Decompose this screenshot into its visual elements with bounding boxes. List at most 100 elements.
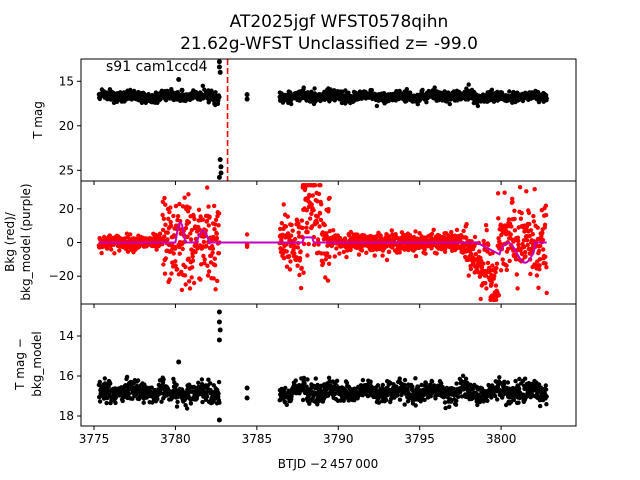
bkg-data-point <box>326 261 332 266</box>
bkg-data-point <box>210 246 216 251</box>
bottom-data-point <box>174 382 179 388</box>
bkg-data-point <box>304 225 309 230</box>
bkg-data-point <box>544 265 549 270</box>
panel-middle: −20 0 20 Bkg (red)/ bkg_model (purple) <box>3 180 577 308</box>
bkg-data-point <box>504 267 509 273</box>
bottom-data-point <box>459 394 465 399</box>
bkg-data-point <box>512 228 518 233</box>
bkg-data-point <box>295 263 300 268</box>
bkg-data-point <box>359 248 365 253</box>
bkg-data-point <box>163 222 168 227</box>
bkg-data-point <box>168 223 174 228</box>
bkg-data-point <box>337 251 342 256</box>
bkg-data-point <box>128 232 133 237</box>
bottom-data-point <box>453 402 459 407</box>
bottom-data-point <box>133 392 139 397</box>
bkg-data-point <box>464 222 469 227</box>
bkg-data-point <box>285 231 291 236</box>
bkg-data-point <box>498 268 504 273</box>
bkg-data-point <box>278 226 283 232</box>
bkg-data-point <box>494 261 500 266</box>
bkg-data-point <box>99 250 104 256</box>
bottom-data-point <box>516 386 522 391</box>
bottom-data-point <box>300 397 306 403</box>
bkg-data-point <box>484 228 489 233</box>
bkg-data-point <box>162 234 167 239</box>
bkg-data-point <box>434 251 439 256</box>
bkg-data-point <box>524 189 529 194</box>
top-data-point <box>312 86 317 91</box>
bkg-data-point <box>515 235 521 240</box>
bkg-data-point <box>318 217 324 223</box>
top-data-point <box>301 85 306 90</box>
bkg-data-point <box>180 246 185 252</box>
bkg-data-point <box>380 253 385 258</box>
top-outlier-point <box>216 59 222 65</box>
bottom-data-point <box>327 379 332 384</box>
bkg-data-point <box>244 232 250 237</box>
bkg-data-point <box>171 251 176 256</box>
panel-bottom-frame <box>80 303 577 427</box>
bkg-data-point <box>508 232 513 237</box>
bkg-data-point <box>524 238 530 243</box>
top-outlier-point <box>217 69 223 75</box>
bkg-data-point <box>495 191 501 196</box>
bkg-data-point <box>165 237 170 242</box>
bkg-data-point <box>323 275 328 280</box>
bottom-data-point <box>97 379 103 385</box>
bkg-data-point <box>372 253 377 258</box>
bkg-data-point <box>543 261 548 266</box>
bkg-data-point <box>107 233 113 238</box>
bkg-data-point <box>331 228 336 233</box>
bottom-data-point <box>216 379 222 385</box>
bkg-data-point <box>244 242 250 248</box>
bkg-data-point <box>190 265 195 270</box>
bottom-data-point <box>158 390 163 395</box>
bkg-data-point <box>531 213 536 219</box>
bkg-data-point <box>514 272 519 277</box>
bkg-data-point <box>182 195 187 200</box>
bottom-data-point <box>102 376 108 381</box>
bkg-data-point <box>517 185 523 190</box>
bkg-data-point <box>442 249 448 254</box>
bkg-data-point <box>342 236 348 241</box>
bkg-data-point <box>179 287 185 293</box>
bkg-data-point <box>160 212 165 218</box>
bottom-ytick-label: 16 <box>59 369 74 383</box>
bottom-data-point <box>513 378 518 384</box>
bottom-data-point <box>492 393 498 399</box>
bottom-data-point <box>433 396 438 401</box>
bkg-data-point <box>518 216 524 221</box>
top-data-point <box>397 88 402 94</box>
bkg-data-point <box>386 249 392 254</box>
bottom-outlier-point <box>216 417 222 423</box>
bkg-data-point <box>298 249 303 254</box>
bkg-data-point <box>183 282 188 287</box>
bkg-data-point <box>481 261 486 266</box>
bkg-data-point <box>212 256 217 261</box>
top-data-point <box>432 85 437 90</box>
bkg-data-point <box>473 252 478 257</box>
bkg-data-point <box>316 191 322 197</box>
bkg-data-point <box>324 231 329 236</box>
bottom-data-point <box>463 376 469 381</box>
bkg-data-point <box>540 237 546 243</box>
bkg-data-point <box>542 222 548 227</box>
bottom-data-point <box>413 376 418 381</box>
bottom-data-point <box>171 376 176 382</box>
bottom-data-point <box>302 381 307 386</box>
panel-middle-marks <box>96 183 549 302</box>
bkg-data-point <box>321 237 327 242</box>
bottom-data-point <box>124 374 130 380</box>
bkg-data-point <box>317 224 322 229</box>
bkg-data-point <box>214 231 219 236</box>
bkg-data-point <box>305 229 310 235</box>
bkg-data-point <box>157 231 163 236</box>
panel-top-annotation: s91 cam1ccd4 <box>106 59 208 75</box>
panel-top-ylabel: T mag <box>31 101 45 140</box>
bkg-data-point <box>171 213 176 219</box>
bottom-data-point <box>471 386 476 391</box>
bottom-data-point <box>439 381 444 386</box>
bkg-data-point <box>297 256 303 261</box>
bkg-data-point <box>216 251 222 256</box>
